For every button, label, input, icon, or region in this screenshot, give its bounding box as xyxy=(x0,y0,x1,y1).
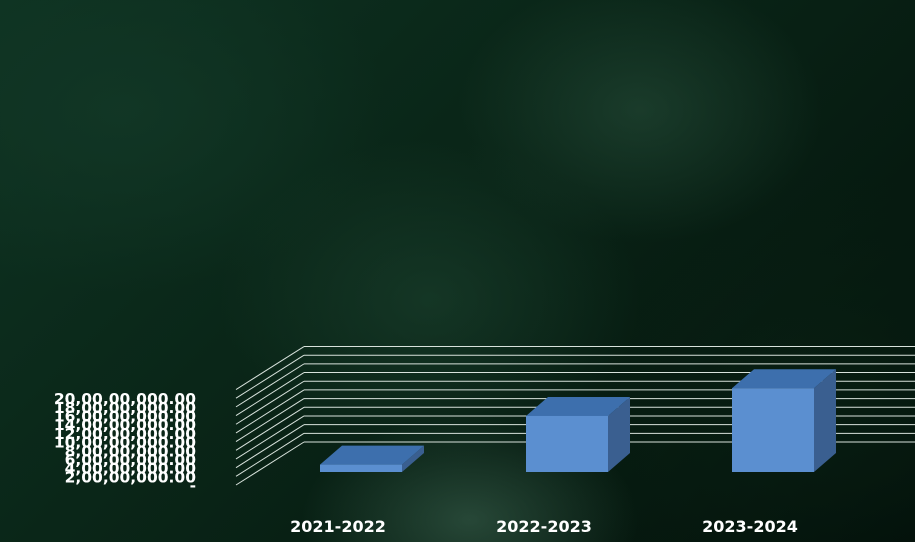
gridline-diagonal xyxy=(235,346,305,390)
y-axis-tick-labels: -2,00,00,000.004,00,00,000.006,00,00,000… xyxy=(54,390,196,495)
gridline-diagonal xyxy=(235,372,305,416)
gridline-diagonal xyxy=(235,406,305,451)
bar-2022-2023 xyxy=(526,396,630,472)
bar-top xyxy=(320,445,424,465)
y-tick-label: - xyxy=(190,477,196,495)
gridline-diagonal xyxy=(235,398,305,443)
y-tick-label: 14,00,00,000.00 xyxy=(54,416,196,434)
gridline-diagonal xyxy=(235,432,305,477)
y-tick-label: 10,00,00,000.00 xyxy=(54,434,196,452)
y-tick-label: 20,00,00,000.00 xyxy=(54,390,196,408)
bar-2021-2022 xyxy=(320,445,424,472)
y-tick-label: 6,00,00,000.00 xyxy=(65,451,197,469)
y-tick-label: 18,00,00,000.00 xyxy=(54,399,196,417)
gridline-diagonal xyxy=(235,415,305,460)
x-category-label: 2021-2022 xyxy=(290,517,386,536)
gridline-diagonal xyxy=(235,354,305,399)
bar-side xyxy=(814,369,836,472)
x-axis-category-labels: 2021-2022 2022-2023 2023-2024 xyxy=(290,517,798,536)
gridline-diagonal xyxy=(235,441,305,486)
x-category-label: 2023-2024 xyxy=(702,517,798,536)
gridline-diagonal xyxy=(235,389,305,434)
bar-side xyxy=(402,445,424,472)
gridline-diagonal xyxy=(235,380,305,425)
y-tick-label: 2,00,00,000.00 xyxy=(65,468,197,486)
gridline-diagonal xyxy=(235,363,305,408)
bar-side xyxy=(608,396,630,472)
bar-front xyxy=(320,464,402,472)
bar-top xyxy=(526,396,630,416)
y-tick-label: 4,00,00,000.00 xyxy=(65,460,197,478)
bar-front xyxy=(526,415,608,472)
y-tick-label: 8,00,00,000.00 xyxy=(65,442,197,460)
bars xyxy=(320,369,836,472)
gridline-diagonal xyxy=(235,424,305,469)
y-tick-label: 16,00,00,000.00 xyxy=(54,408,196,426)
bar-2023-2024 xyxy=(732,369,836,472)
bar-top xyxy=(732,369,836,389)
x-category-label: 2022-2023 xyxy=(496,517,592,536)
bar-front xyxy=(732,388,814,472)
y-tick-label: 12,00,00,000.00 xyxy=(54,425,196,443)
